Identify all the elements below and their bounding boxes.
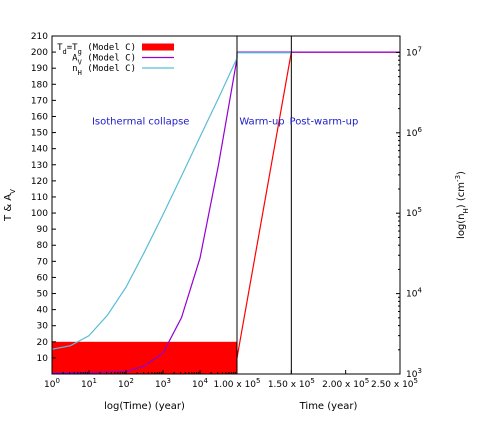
y2-axis-label: log(nH) (cm-3) — [454, 171, 470, 239]
y-tick-label: 10 — [37, 354, 49, 364]
x-left-tick-label: 102 — [118, 377, 134, 390]
y-tick-label: 30 — [37, 322, 49, 332]
series-2-line-left — [52, 52, 237, 350]
y-tick-label: 20 — [37, 338, 49, 348]
x-right-tick-label: 1.50 x 105 — [268, 377, 315, 390]
right-panel-series — [237, 51, 400, 359]
x-left-tick-label: 101 — [81, 377, 97, 390]
x-left-tick-label: 100 — [44, 377, 60, 390]
x-axis-label-right: Time (year) — [299, 401, 358, 412]
x-axis-label-left: log(Time) (year) — [104, 401, 185, 412]
axis-ticks: 10 20 30 40 50 60 70 80 90 100 110 120 130 140 150 160 1… — [31, 32, 423, 390]
y-tick-label: 200 — [31, 48, 48, 58]
y-tick-label: 190 — [31, 64, 48, 74]
y-tick-label: 120 — [31, 177, 48, 187]
y2-tick-label: 107 — [406, 45, 422, 58]
series-0-line-right — [237, 51, 400, 359]
y-tick-label: 100 — [31, 209, 48, 219]
legend-swatch-0 — [142, 43, 174, 51]
y2-tick-label: 106 — [406, 126, 422, 139]
y-tick-label: 180 — [31, 80, 48, 90]
series-1-line-right — [237, 51, 400, 59]
y2-tick-label: 103 — [406, 367, 422, 380]
plot-right-clip — [237, 51, 400, 359]
annotations: Isothermal collapse Warm-up Post-warm-up — [92, 117, 358, 128]
y2-tick-label: 105 — [406, 206, 422, 219]
x-right-tick-label: 1.00 x 105 — [213, 377, 260, 390]
legend-label-2: nH (Model C) — [72, 64, 136, 77]
y-tick-label: 140 — [31, 145, 48, 155]
legend-label-0: Td=Tg (Model C) — [57, 43, 136, 56]
y-tick-label: 210 — [31, 32, 48, 42]
y-tick-label: 150 — [31, 129, 48, 139]
y-tick-label: 170 — [31, 96, 48, 106]
x-right-tick-label: 2.00 x 105 — [322, 377, 369, 390]
y-tick-label: 70 — [37, 257, 49, 267]
legend-label-1: AV (Model C) — [72, 54, 136, 67]
left-panel-series — [52, 52, 237, 374]
phase-label-1: Warm-up — [239, 117, 284, 128]
phase-label-2: Post-warm-up — [290, 117, 359, 128]
series-1-line-left — [52, 52, 237, 374]
x-left-tick-label: 103 — [155, 377, 171, 390]
series-0-band — [52, 341, 237, 374]
plot-frame — [51, 35, 401, 375]
phase-label-0: Isothermal collapse — [92, 117, 189, 128]
y-tick-label: 50 — [37, 290, 49, 300]
plot-border — [51, 35, 401, 375]
x-right-tick-label: 2.50 x 105 — [371, 377, 418, 390]
y-tick-label: 60 — [37, 273, 49, 283]
y2-tick-label: 104 — [406, 287, 422, 300]
legend: Td=Tg (Model C)AV (Model C)nH (Model C) — [57, 43, 174, 77]
y-tick-label: 40 — [37, 306, 49, 316]
axis-labels: log(Time) (year) Time (year) T & AV log(nH)… — [3, 171, 470, 412]
y-tick-label: 90 — [37, 225, 49, 235]
series-2-line-right — [237, 52, 292, 59]
y-tick-label: 160 — [31, 112, 48, 122]
y-axis-label: T & AV — [3, 189, 17, 222]
y-tick-label: 110 — [31, 193, 48, 203]
y-tick-label: 130 — [31, 161, 48, 171]
plot-left-clip — [52, 52, 237, 374]
x-left-tick-label: 104 — [192, 377, 208, 390]
y-tick-label: 80 — [37, 241, 49, 251]
